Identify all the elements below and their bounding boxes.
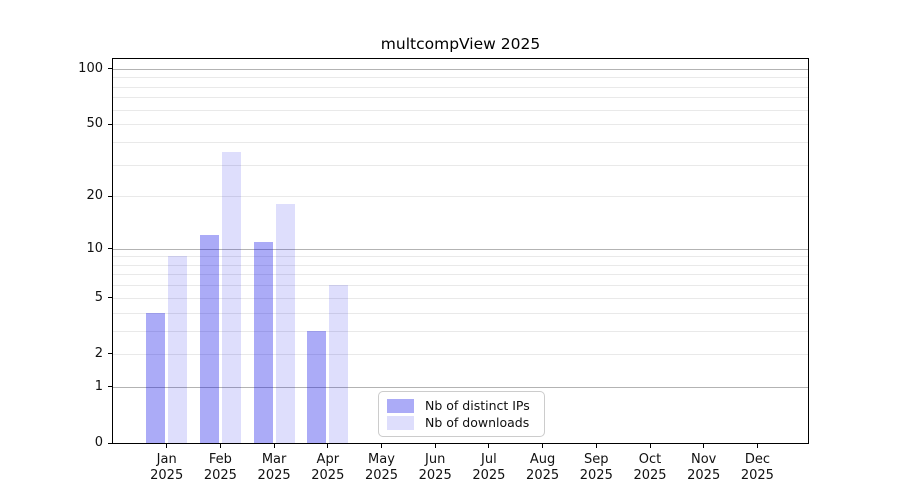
x-tick-label-nov: Nov 2025 (687, 452, 721, 483)
gridline-minor-7 (113, 274, 808, 276)
x-tick-label-feb: Feb 2025 (203, 452, 237, 483)
bar-nb-of-downloads-feb (221, 152, 241, 443)
gridline-minor-70 (113, 97, 808, 99)
legend: Nb of distinct IPs Nb of downloads (378, 391, 545, 437)
legend-swatch-downloads (387, 415, 414, 430)
y-tick-1 (108, 386, 112, 388)
y-tick-label-50: 50 (86, 116, 103, 132)
chart-title: multcompView 2025 (380, 35, 541, 53)
bar-nb-of-downloads-apr (329, 285, 349, 443)
x-tick-label-oct: Oct 2025 (633, 452, 667, 483)
y-tick-label-5: 5 (94, 289, 103, 305)
x-tick-label-jan: Jan 2025 (150, 452, 184, 483)
x-tick-label-jun: Jun 2025 (418, 452, 452, 483)
gridline-minor-4 (113, 312, 808, 314)
y-tick-5 (108, 297, 112, 299)
y-tick-0 (108, 442, 112, 444)
x-tick-may (381, 444, 382, 448)
x-tick-jan (166, 444, 168, 448)
bar-nb-of-distinct-ips-feb (199, 235, 219, 443)
x-tick-label-dec: Dec 2025 (740, 452, 774, 483)
gridline-minor-3 (113, 330, 808, 332)
gridline-major-100 (113, 68, 808, 70)
y-tick-2 (108, 353, 112, 355)
gridline-minor-9 (113, 256, 808, 258)
bar-nb-of-distinct-ips-apr (307, 330, 327, 443)
legend-label-distinct-ips: Nb of distinct IPs (425, 398, 530, 413)
gridline-minor-30 (113, 164, 808, 166)
gridline-minor-8 (113, 264, 808, 266)
gridline-minor-50 (113, 124, 808, 126)
gridline-major-10 (113, 248, 808, 250)
x-tick-nov (703, 444, 705, 448)
x-tick-label-apr: Apr 2025 (311, 452, 345, 483)
gridline-minor-40 (113, 141, 808, 143)
plot-area: Nb of distinct IPs Nb of downloads (112, 58, 809, 444)
gridline-minor-2 (113, 353, 808, 355)
gridline-minor-20 (113, 196, 808, 198)
legend-swatch-distinct-ips (387, 398, 414, 413)
x-tick-dec (756, 444, 758, 448)
x-tick-apr (327, 444, 329, 448)
y-tick-label-20: 20 (86, 188, 103, 204)
gridline-minor-6 (113, 285, 808, 287)
x-tick-mar (273, 444, 275, 448)
x-tick-feb (219, 444, 221, 448)
x-tick-label-may: May 2025 (364, 452, 399, 483)
y-tick-label-100: 100 (78, 60, 103, 76)
legend-item-distinct-ips: Nb of distinct IPs (387, 398, 536, 413)
gridline-minor-5 (113, 297, 808, 299)
gridline-minor-60 (113, 109, 808, 111)
y-tick-100 (108, 68, 112, 70)
y-tick-label-2: 2 (94, 345, 103, 361)
x-tick-jul (488, 444, 490, 448)
y-tick-label-1: 1 (94, 378, 103, 394)
x-tick-sep (595, 444, 597, 448)
bar-nb-of-distinct-ips-jan (146, 312, 166, 443)
x-tick-oct (649, 444, 651, 448)
gridline-major-1 (113, 386, 808, 388)
legend-label-downloads: Nb of downloads (425, 415, 530, 430)
bar-nb-of-downloads-jan (168, 256, 188, 443)
gridline-minor-80 (113, 86, 808, 88)
y-tick-label-10: 10 (86, 240, 103, 256)
legend-item-downloads: Nb of downloads (387, 415, 536, 430)
x-tick-jun (434, 444, 436, 448)
gridline-minor-90 (113, 77, 808, 79)
x-tick-label-jul: Jul 2025 (472, 452, 506, 483)
y-tick-10 (108, 248, 112, 250)
x-tick-label-aug: Aug 2025 (526, 452, 560, 483)
y-tick-label-0: 0 (94, 435, 103, 450)
x-tick-aug (542, 444, 544, 448)
y-tick-50 (108, 123, 112, 125)
x-tick-label-mar: Mar 2025 (257, 452, 291, 483)
y-tick-20 (108, 195, 112, 197)
bar-nb-of-distinct-ips-mar (253, 241, 273, 443)
bar-nb-of-downloads-mar (275, 204, 295, 443)
x-tick-label-sep: Sep 2025 (579, 452, 613, 483)
